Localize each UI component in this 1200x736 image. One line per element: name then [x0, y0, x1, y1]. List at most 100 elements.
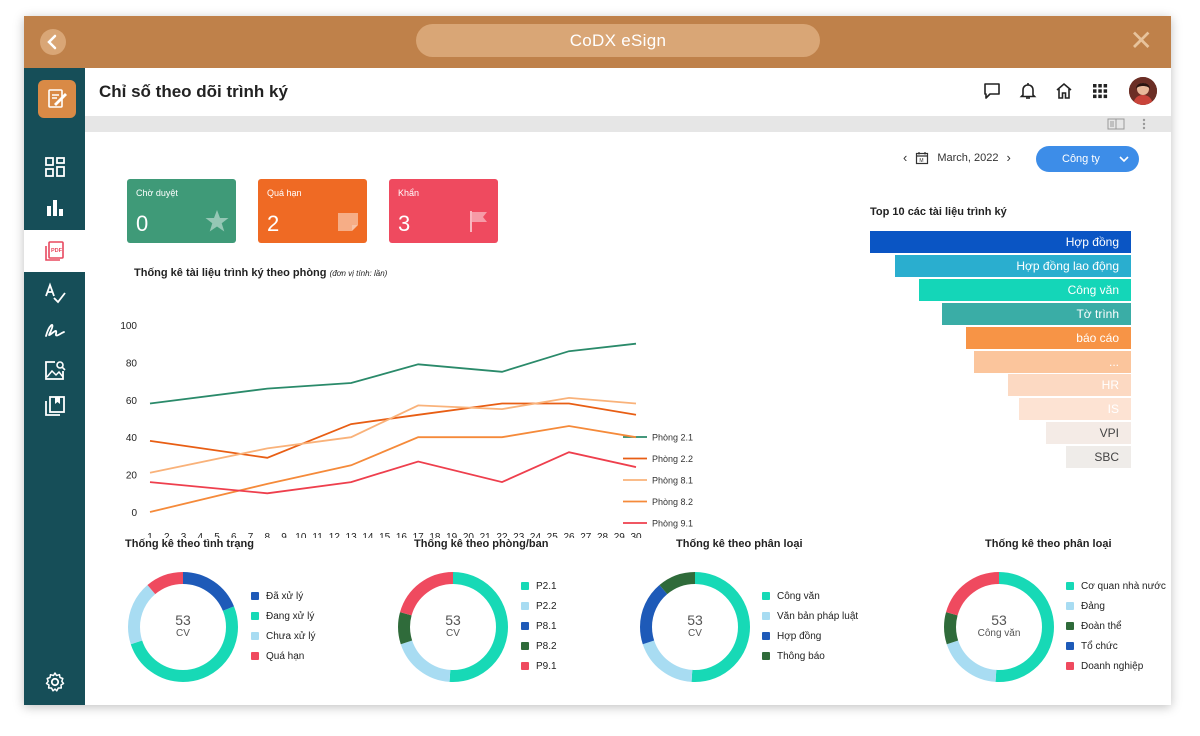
home-icon[interactable] [1053, 80, 1075, 102]
company-dropdown-label: Công ty [1062, 153, 1100, 165]
legend-label: Văn bản pháp luật [777, 610, 859, 622]
stat-card-value: 2 [267, 211, 280, 236]
legend-label: Đang xử lý [266, 610, 315, 622]
legend-item[interactable]: Tổ chức [1066, 636, 1166, 656]
funnel-bar[interactable]: báo cáo [966, 326, 1131, 349]
legend-item[interactable]: Thông báo [762, 646, 858, 666]
legend-label: Thông báo [777, 650, 825, 662]
legend-item[interactable]: P8.2 [521, 636, 557, 656]
bookmark-library-icon[interactable] [24, 386, 85, 426]
series-line [149, 402, 637, 459]
x-tick-label: 24 [530, 532, 542, 538]
signature-icon[interactable] [24, 310, 85, 350]
donut-legend: Đã xử lý Đang xử lý Chưa xử lý Quá hạn [251, 586, 316, 666]
dashboard-icon[interactable] [24, 147, 85, 187]
legend-item[interactable]: Quá hạn [251, 646, 316, 666]
bell-icon[interactable] [1017, 80, 1039, 102]
calendar-icon[interactable]: M [915, 151, 929, 165]
apps-grid-icon[interactable] [1089, 80, 1111, 102]
legend-item[interactable]: Doanh nghiệp [1066, 656, 1166, 676]
legend-item[interactable]: Cơ quan nhà nước [1066, 576, 1166, 596]
legend-item[interactable]: Đảng [1066, 596, 1166, 616]
donut-segment [128, 572, 238, 682]
series-line [149, 396, 637, 474]
date-navigator: ‹ M March, 2022 › [903, 150, 1011, 165]
legend-item[interactable]: Hợp đồng [762, 626, 858, 646]
funnel-bar[interactable]: VPI [1046, 422, 1131, 445]
flag-icon [466, 208, 492, 239]
legend-swatch [1066, 622, 1074, 630]
line-chart-unit: (đơn vị tính: lần) [329, 269, 388, 278]
legend-swatch [521, 602, 529, 610]
donut-center: 53 Công văn [959, 612, 1039, 639]
legend-label: Đã xử lý [266, 590, 304, 602]
legend-item[interactable]: P8.1 [521, 616, 557, 636]
settings-icon[interactable] [24, 662, 85, 702]
y-tick-label: 40 [126, 433, 138, 444]
app-logo-icon[interactable] [38, 80, 76, 118]
legend-label: Phòng 2.2 [652, 454, 693, 464]
chevron-right-icon[interactable]: › [1006, 150, 1011, 165]
stat-card[interactable]: Quá hạn 2 [258, 179, 367, 243]
legend-item[interactable]: Văn bản pháp luật [762, 606, 858, 626]
legend-item[interactable]: Chưa xử lý [251, 626, 316, 646]
donut-chart [944, 572, 1054, 682]
x-tick-label: 9 [281, 532, 287, 538]
split-view-icon[interactable] [1107, 118, 1125, 130]
y-tick-label: 80 [126, 358, 138, 369]
x-tick-label: 12 [329, 532, 341, 538]
legend-label: Công văn [777, 590, 820, 602]
stat-card[interactable]: Khẩn 3 [389, 179, 498, 243]
close-icon[interactable]: ✕ [1129, 24, 1153, 57]
legend-item[interactable]: P2.1 [521, 576, 557, 596]
back-icon[interactable] [40, 29, 66, 55]
bar-chart-icon[interactable] [24, 187, 85, 227]
legend-item[interactable]: Đoàn thể [1066, 616, 1166, 636]
donut-center: 53 CV [413, 612, 493, 639]
donut-center-unit: Công văn [977, 628, 1021, 639]
chat-icon[interactable] [981, 80, 1003, 102]
legend-item[interactable]: Đang xử lý [251, 606, 316, 626]
legend-label: P2.1 [536, 580, 557, 592]
pdf-icon[interactable]: PDF [24, 230, 85, 272]
donut-center-unit: CV [688, 628, 702, 639]
stat-card-label: Khẩn [398, 188, 420, 198]
x-tick-label: 8 [265, 532, 271, 538]
more-options-icon[interactable] [1141, 117, 1147, 131]
legend-item[interactable]: P2.2 [521, 596, 557, 616]
legend-item[interactable]: P9.1 [521, 656, 557, 676]
funnel-bar[interactable]: SBC [1066, 446, 1131, 469]
legend-label: Phòng 2.1 [652, 433, 693, 443]
spell-check-icon[interactable] [24, 273, 85, 313]
funnel-bar[interactable]: IS [1019, 398, 1131, 421]
donut-segment [640, 572, 750, 682]
chevron-down-icon [1119, 156, 1129, 163]
stat-card-label: Quá hạn [267, 188, 302, 198]
legend-item[interactable]: Công văn [762, 586, 858, 606]
legend-swatch [251, 632, 259, 640]
funnel-bar[interactable]: Hợp đồng lao động [895, 254, 1131, 277]
company-dropdown[interactable]: Công ty [1036, 146, 1139, 172]
funnel-bar[interactable]: Công văn [919, 278, 1131, 301]
legend-item[interactable]: Đã xử lý [251, 586, 316, 606]
image-search-icon[interactable] [24, 350, 85, 390]
funnel-bar[interactable]: ... [974, 350, 1131, 373]
legend-swatch [1066, 582, 1074, 590]
donut-segment [398, 572, 508, 682]
funnel-bar[interactable]: Tờ trình [942, 302, 1131, 325]
funnel-bar[interactable]: HR [1008, 374, 1131, 397]
avatar[interactable] [1129, 77, 1157, 105]
donut-segment [128, 572, 238, 682]
funnel-bar[interactable]: Hợp đồng [870, 231, 1131, 253]
chevron-left-icon[interactable]: ‹ [903, 150, 908, 165]
stat-card[interactable]: Chờ duyệt 0 [127, 179, 236, 243]
donut-legend: Cơ quan nhà nước Đảng Đoàn thể Tổ chức Doanh… [1066, 576, 1166, 676]
donut-segment [398, 572, 508, 682]
x-tick-label: 19 [446, 532, 458, 538]
legend-label: P8.1 [536, 620, 557, 632]
date-label[interactable]: March, 2022 [937, 151, 999, 164]
x-tick-label: 4 [197, 532, 203, 538]
x-tick-label: 10 [295, 532, 307, 538]
star-icon [204, 208, 230, 239]
legend-label: Hợp đồng [777, 630, 822, 642]
